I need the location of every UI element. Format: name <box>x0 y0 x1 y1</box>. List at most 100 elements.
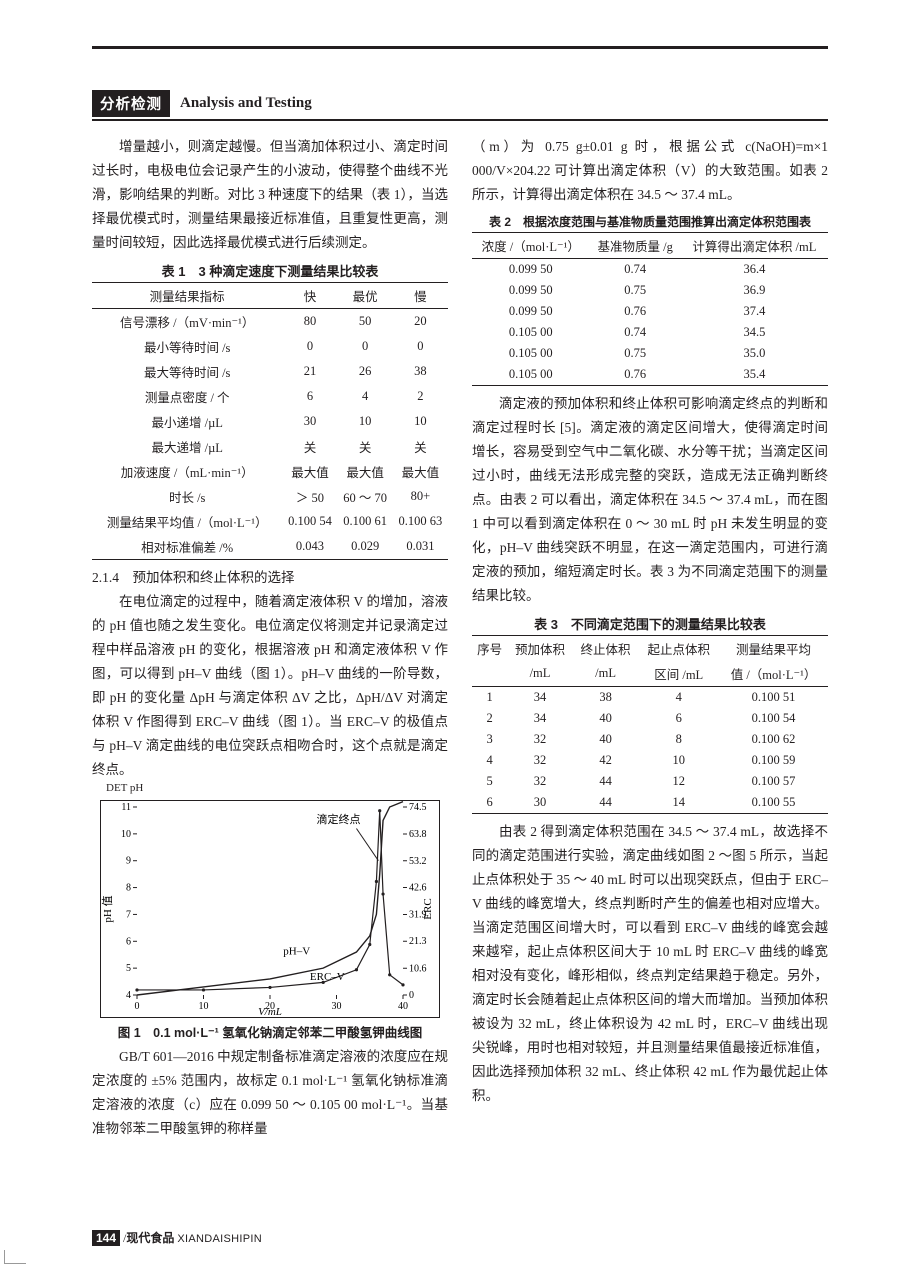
section-tag-en: Analysis and Testing <box>180 95 312 112</box>
table-cell: 0.099 50 <box>472 259 590 281</box>
table-cell: 2 <box>393 384 448 409</box>
table-cell: 0.100 54 <box>719 708 828 729</box>
svg-text:pH–V: pH–V <box>283 946 310 958</box>
table-cell: 0.029 <box>338 534 393 560</box>
svg-text:40: 40 <box>398 1001 408 1012</box>
t1-h2: 最优 <box>338 283 393 309</box>
table-cell: 12 <box>638 771 719 792</box>
svg-text:10.6: 10.6 <box>409 963 427 974</box>
table-cell: 34.5 <box>681 322 828 343</box>
table-cell: 最小递增 /µL <box>92 409 282 434</box>
table-cell: 34 <box>507 687 573 709</box>
table-cell: 0.74 <box>590 322 681 343</box>
svg-text:5: 5 <box>126 963 131 974</box>
table-cell: 3 <box>472 729 507 750</box>
table-cell: 44 <box>573 771 639 792</box>
table-cell: ＞ 50 <box>282 484 337 509</box>
table-cell: 0.100 55 <box>719 792 828 814</box>
table-row: 2344060.100 54 <box>472 708 828 729</box>
section-tag-zh: 分析检测 <box>92 90 170 117</box>
table-row: 0.099 500.7436.4 <box>472 259 828 281</box>
table-row: 测量点密度 / 个642 <box>92 384 448 409</box>
table-cell: 0.100 51 <box>719 687 828 709</box>
table-cell: 0.099 50 <box>472 280 590 301</box>
table-cell: 信号漂移 /（mV·min⁻¹） <box>92 309 282 335</box>
svg-text:滴定终点: 滴定终点 <box>317 812 361 826</box>
svg-text:4: 4 <box>126 990 131 1001</box>
table1-title: 表 1 3 种滴定速度下测量结果比较表 <box>92 261 448 280</box>
table-cell: 0.105 00 <box>472 364 590 386</box>
table-row: 0.099 500.7536.9 <box>472 280 828 301</box>
table-cell: 6 <box>282 384 337 409</box>
table-row: 0.105 000.7635.4 <box>472 364 828 386</box>
table-cell: 20 <box>393 309 448 335</box>
crop-mark-icon <box>4 1250 26 1264</box>
table-cell: 44 <box>573 792 639 814</box>
svg-text:42.6: 42.6 <box>409 883 427 894</box>
t1-h0: 测量结果指标 <box>92 283 282 309</box>
t3-h0b <box>472 661 507 687</box>
table-cell: 最大值 <box>393 459 448 484</box>
table-cell: 32 <box>507 750 573 771</box>
table2: 浓度 /（mol·L⁻¹） 基准物质量 /g 计算得出滴定体积 /mL 0.09… <box>472 232 828 386</box>
table-cell: 30 <box>282 409 337 434</box>
table1: 测量结果指标 快 最优 慢 信号漂移 /（mV·min⁻¹）805020最小等待… <box>92 282 448 560</box>
table-cell: 26 <box>338 359 393 384</box>
t3-h2b: /mL <box>573 661 639 687</box>
t2-h1: 基准物质量 /g <box>590 233 681 259</box>
left-p2a: 在电位滴定的过程中，随着滴定液体积 V 的增加，溶液的 pH 值也随之发生变化。… <box>92 590 448 782</box>
section-header: 分析检测 Analysis and Testing <box>92 90 828 121</box>
table3-title: 表 3 不同滴定范围下的测量结果比较表 <box>472 614 828 633</box>
right-column: （m）为 0.75 g±0.01 g 时，根据公式 c(NaOH)=m×1 00… <box>472 135 828 1141</box>
table-cell: 40 <box>573 729 639 750</box>
svg-text:9: 9 <box>126 856 131 867</box>
table-cell: 21 <box>282 359 337 384</box>
svg-text:11: 11 <box>121 802 131 813</box>
sec-214: 2.1.4 预加体积和终止体积的选择 <box>92 566 448 590</box>
svg-text:74.5: 74.5 <box>409 802 427 813</box>
table-cell: 50 <box>338 309 393 335</box>
t1-h3: 慢 <box>393 283 448 309</box>
table-cell: 0.76 <box>590 301 681 322</box>
table-cell: 0.031 <box>393 534 448 560</box>
t3-h1a: 预加体积 <box>507 636 573 662</box>
table-cell: 0.100 57 <box>719 771 828 792</box>
table-cell: 6 <box>472 792 507 814</box>
table-row: 3324080.100 62 <box>472 729 828 750</box>
svg-text:0: 0 <box>135 1001 140 1012</box>
table-cell: 32 <box>507 729 573 750</box>
table-cell: 0.105 00 <box>472 343 590 364</box>
table-row: 0.099 500.7637.4 <box>472 301 828 322</box>
svg-text:ERC: ERC <box>422 899 434 920</box>
svg-text:63.8: 63.8 <box>409 829 427 840</box>
table-cell: 2 <box>472 708 507 729</box>
table-row: 最小等待时间 /s000 <box>92 334 448 359</box>
fig1-top-label: DET pH <box>106 782 448 794</box>
t3-h0a: 序号 <box>472 636 507 662</box>
table-cell: 32 <box>507 771 573 792</box>
table-cell: 4 <box>638 687 719 709</box>
table-cell: 最大值 <box>338 459 393 484</box>
table-cell: 14 <box>638 792 719 814</box>
right-p3: 由表 2 得到滴定体积范围在 34.5 ～ 37.4 mL，故选择不同的滴定范围… <box>472 820 828 1108</box>
figure1-caption: 图 1 0.1 mol·L⁻¹ 氢氧化钠滴定邻苯二甲酸氢钾曲线图 <box>92 1022 448 1041</box>
table-cell: 0.100 61 <box>338 509 393 534</box>
table-cell: 10 <box>338 409 393 434</box>
t2-h0: 浓度 /（mol·L⁻¹） <box>472 233 590 259</box>
svg-text:7: 7 <box>126 910 131 921</box>
table-cell: 0.100 54 <box>282 509 337 534</box>
table-cell: 38 <box>573 687 639 709</box>
table-row: 加液速度 /（mL·min⁻¹）最大值最大值最大值 <box>92 459 448 484</box>
table-cell: 8 <box>638 729 719 750</box>
figure1-chart: 010203040111098765474.563.853.242.631.92… <box>100 800 440 1018</box>
table-cell: 0.100 62 <box>719 729 828 750</box>
table-cell: 0.099 50 <box>472 301 590 322</box>
t3-h3a: 起止点体积 <box>638 636 719 662</box>
table-cell: 关 <box>282 434 337 459</box>
table-cell: 10 <box>393 409 448 434</box>
table-cell: 30 <box>507 792 573 814</box>
table-cell: 60 ～ 70 <box>338 484 393 509</box>
table-cell: 80+ <box>393 484 448 509</box>
table-cell: 相对标准偏差 /% <box>92 534 282 560</box>
right-p1: （m）为 0.75 g±0.01 g 时，根据公式 c(NaOH)=m×1 00… <box>472 135 828 207</box>
